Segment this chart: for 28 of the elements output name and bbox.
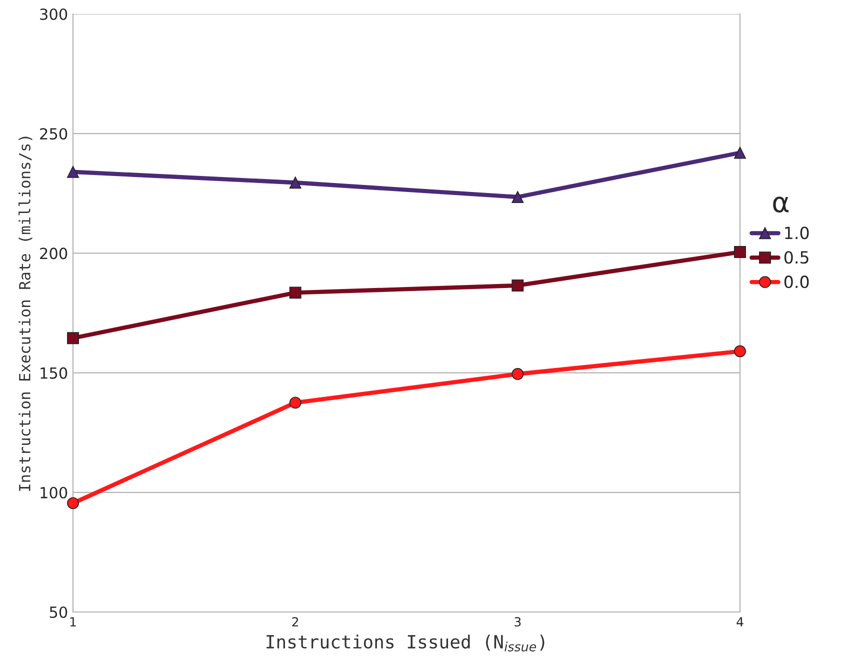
legend-title: α bbox=[773, 196, 789, 213]
x-tick-label: 2 bbox=[292, 617, 298, 626]
y-tick-label: 250 bbox=[40, 128, 68, 140]
x-axis-title: Instructions Issued (N$_{issue}$) bbox=[266, 634, 544, 652]
legend-label: 0.0 bbox=[784, 276, 809, 288]
y-tick-label: 200 bbox=[40, 248, 68, 260]
y-tick-label: 100 bbox=[40, 486, 68, 498]
legend-label: 0.5 bbox=[784, 251, 808, 264]
point bbox=[67, 497, 79, 510]
point bbox=[512, 191, 524, 203]
point bbox=[67, 166, 79, 178]
point bbox=[289, 176, 302, 189]
x-tick-label: 3 bbox=[514, 617, 521, 627]
point bbox=[512, 280, 524, 292]
y-tick-label: 300 bbox=[40, 8, 68, 20]
point bbox=[289, 286, 302, 299]
y-tick-label: 50 bbox=[50, 606, 68, 618]
point bbox=[512, 368, 524, 380]
point bbox=[734, 345, 746, 358]
point bbox=[289, 396, 302, 409]
legend-label: 1.0 bbox=[785, 226, 809, 240]
point bbox=[67, 332, 79, 344]
point bbox=[734, 146, 746, 159]
x-tick-label: 1 bbox=[70, 617, 76, 626]
y-axis-title: Instruction Execution Rate (millions/s) bbox=[18, 136, 32, 491]
point bbox=[734, 246, 746, 258]
y-tick-label: 150 bbox=[40, 367, 68, 379]
x-tick-label: 4 bbox=[736, 617, 744, 626]
